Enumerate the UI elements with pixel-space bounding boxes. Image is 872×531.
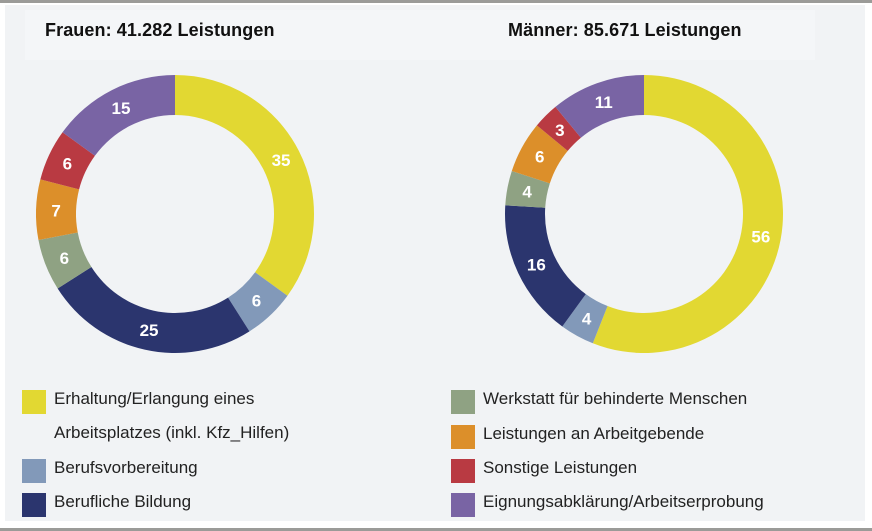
legend-label: Eignungsabklärung/Arbeitserprobung: [483, 492, 764, 511]
legend-label: Erhaltung/Erlangung eines Arbeitsplatzes…: [54, 389, 290, 442]
donut-segment: [40, 132, 95, 190]
legend-item-werkstatt: Werkstatt für behinderte Menschen: [451, 388, 747, 416]
data-label: 7: [51, 201, 60, 220]
legend-item-berufsvorbereitung: Berufsvorbereitung: [22, 457, 198, 485]
legend-item-erhaltung: Erhaltung/Erlangung eines Arbeitsplatzes…: [22, 388, 352, 450]
data-label: 11: [595, 93, 613, 112]
donut-segment: [57, 267, 250, 353]
data-label: 4: [582, 309, 592, 328]
data-label: 56: [751, 227, 770, 246]
legend-swatch: [451, 425, 475, 449]
legend-label: Leistungen an Arbeitgebende: [483, 424, 705, 443]
donut-segment: [592, 75, 783, 354]
legend-swatch: [451, 390, 475, 414]
legend-item-eignung: Eignungsabklärung/Arbeitserprobung: [451, 491, 764, 519]
donut-segment: [228, 272, 288, 332]
legend-label: Berufliche Bildung: [54, 492, 192, 511]
data-label: 6: [60, 249, 69, 268]
legend-item-berufliche-bildung: Berufliche Bildung: [22, 491, 191, 519]
donut-segment: [35, 179, 80, 241]
data-label: 6: [252, 292, 261, 311]
donut-segment: [505, 171, 550, 208]
legend-item-sonstige: Sonstige Leistungen: [451, 457, 637, 485]
title-band: [25, 10, 815, 60]
donut-segment: [175, 75, 314, 296]
legend-label: Sonstige Leistungen: [483, 458, 638, 477]
donut-segment: [555, 75, 644, 138]
legend-swatch: [22, 459, 46, 483]
data-label: 6: [63, 154, 72, 173]
donut-segment: [62, 75, 175, 156]
donut-segment: [38, 232, 92, 289]
data-label: 25: [140, 321, 159, 340]
data-label: 4: [522, 183, 532, 202]
donut-segment: [562, 294, 608, 344]
data-label: 3: [555, 121, 564, 140]
data-label: 15: [112, 99, 131, 118]
donut-segment: [536, 106, 581, 151]
chart-title-maenner: Männer: 85.671 Leistungen: [508, 20, 742, 40]
legend-swatch: [451, 493, 475, 517]
data-label: 35: [272, 151, 291, 170]
legend-swatch: [22, 390, 46, 414]
data-label: 6: [535, 148, 544, 167]
legend-swatch: [451, 459, 475, 483]
legend-swatch: [22, 493, 46, 517]
legend-label: Berufsvorbereitung: [54, 458, 198, 477]
donut-segment: [505, 205, 586, 327]
chart-title-frauen: Frauen: 41.282 Leistungen: [45, 20, 275, 40]
legend-label: Werkstatt für behinderte Menschen: [483, 389, 748, 408]
legend-item-arbeitgebende: Leistungen an Arbeitgebende: [451, 423, 704, 451]
donut-segment: [511, 125, 568, 184]
data-label: 16: [527, 256, 546, 275]
